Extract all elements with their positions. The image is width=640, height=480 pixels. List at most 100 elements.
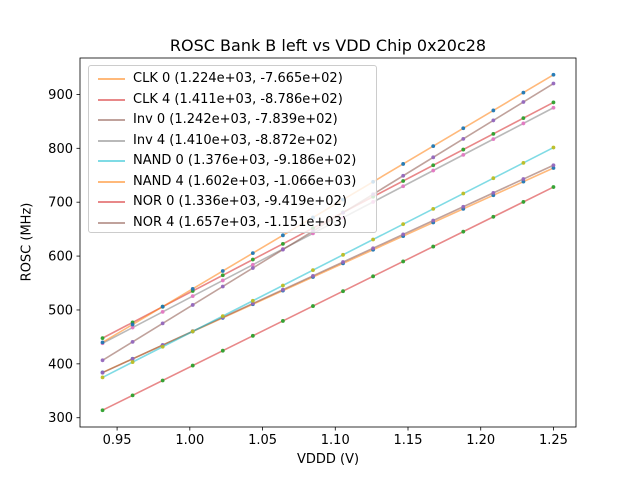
- legend-row-nor-4: NOR 4 (1.657e+03, -1.151e+03): [98, 213, 368, 234]
- data-point: [461, 126, 466, 131]
- data-point: [100, 375, 105, 380]
- data-point: [160, 344, 165, 349]
- data-point: [431, 163, 436, 168]
- data-point: [341, 289, 345, 294]
- data-point: [551, 105, 556, 110]
- data-point: [130, 356, 135, 361]
- data-point: [401, 184, 406, 189]
- legend-label: CLK 0 (1.224e+03, -7.665e+02): [133, 71, 343, 86]
- data-point: [250, 262, 255, 267]
- data-point: [401, 222, 406, 227]
- x-tick-label: 1.15: [394, 433, 423, 448]
- legend-row-inv-4: Inv 4 (1.410e+03, -8.872e+02): [98, 131, 368, 152]
- data-point: [220, 278, 225, 283]
- data-point: [100, 370, 105, 375]
- data-point: [190, 286, 195, 291]
- data-point: [551, 166, 556, 170]
- data-point: [491, 214, 496, 219]
- data-point: [371, 237, 375, 242]
- data-point: [100, 336, 105, 341]
- x-tick-label: 1.25: [539, 433, 568, 448]
- data-point: [190, 303, 195, 307]
- data-point: [431, 244, 436, 249]
- series-inv-0: [100, 163, 556, 375]
- legend-row-nand-4: NAND 4 (1.602e+03, -1.066e+03): [98, 172, 368, 193]
- data-point: [220, 284, 225, 289]
- data-point: [100, 340, 105, 345]
- legend-row-clk-0: CLK 0 (1.224e+03, -7.665e+02): [98, 69, 368, 90]
- data-point: [130, 322, 135, 327]
- data-point: [100, 358, 105, 363]
- legend-line-swatch: [98, 201, 125, 204]
- data-point: [220, 348, 225, 353]
- data-point: [160, 378, 165, 383]
- data-point: [220, 314, 225, 319]
- data-point: [160, 304, 165, 309]
- data-point: [250, 301, 255, 306]
- data-point: [461, 152, 466, 157]
- legend: CLK 0 (1.224e+03, -7.665e+02) CLK 4 (1.41…: [88, 65, 377, 233]
- legend-line-swatch: [98, 98, 125, 101]
- data-point: [521, 160, 526, 165]
- data-point: [461, 136, 466, 141]
- data-point: [371, 246, 375, 251]
- legend-label: CLK 4 (1.411e+03, -8.786e+02): [133, 91, 343, 107]
- legend-row-nand-0: NAND 0 (1.376e+03, -9.186e+02): [98, 151, 368, 172]
- data-point: [311, 273, 315, 278]
- legend-label: NOR 0 (1.336e+03, -9.419e+02): [133, 194, 347, 209]
- data-point: [220, 269, 225, 273]
- data-point: [250, 251, 255, 256]
- data-point: [491, 176, 496, 181]
- data-point: [160, 309, 165, 314]
- data-point: [461, 204, 466, 209]
- data-point: [250, 298, 255, 303]
- data-point: [491, 190, 496, 195]
- data-point: [130, 393, 135, 398]
- data-point: [130, 339, 135, 344]
- data-point: [401, 162, 406, 166]
- data-point: [461, 229, 466, 234]
- x-tick-label: 1.10: [321, 433, 350, 448]
- data-point: [551, 100, 556, 105]
- legend-label: NAND 0 (1.376e+03, -9.186e+02): [133, 153, 357, 168]
- data-point: [431, 144, 436, 149]
- legend-row-inv-0: Inv 0 (1.242e+03, -7.839e+02): [98, 110, 368, 131]
- y-tick-label: 700: [48, 196, 73, 211]
- data-point: [281, 283, 285, 288]
- data-point: [281, 287, 285, 292]
- data-point: [551, 163, 556, 168]
- data-point: [160, 321, 165, 326]
- data-point: [190, 363, 195, 368]
- data-point: [281, 247, 285, 252]
- fit-line: [102, 146, 554, 379]
- y-tick-label: 400: [48, 357, 73, 372]
- y-axis-label: ROSC (MHz): [19, 202, 35, 282]
- chart-title: ROSC Bank B left vs VDD Chip 0x20c28: [169, 36, 487, 55]
- data-point: [130, 325, 135, 330]
- legend-line-swatch: [98, 119, 125, 122]
- fit-line: [102, 186, 554, 411]
- data-point: [281, 241, 285, 246]
- data-point: [491, 108, 496, 113]
- data-point: [401, 259, 406, 264]
- data-point: [431, 218, 436, 223]
- y-tick-label: 800: [48, 142, 73, 157]
- data-point: [281, 233, 285, 238]
- data-point: [521, 100, 526, 104]
- legend-row-nor-0: NOR 0 (1.336e+03, -9.419e+02): [98, 192, 368, 213]
- data-point: [341, 252, 345, 257]
- data-point: [521, 200, 526, 204]
- data-point: [431, 155, 436, 160]
- data-point: [401, 232, 406, 237]
- y-tick-label: 600: [48, 250, 73, 265]
- data-point: [491, 137, 496, 142]
- data-point: [551, 145, 556, 150]
- data-point: [190, 329, 195, 334]
- legend-line-swatch: [98, 160, 125, 163]
- data-point: [401, 173, 406, 178]
- data-point: [401, 179, 406, 183]
- y-tick-label: 900: [48, 88, 73, 103]
- data-point: [491, 118, 496, 123]
- data-point: [190, 294, 195, 299]
- data-point: [521, 121, 526, 126]
